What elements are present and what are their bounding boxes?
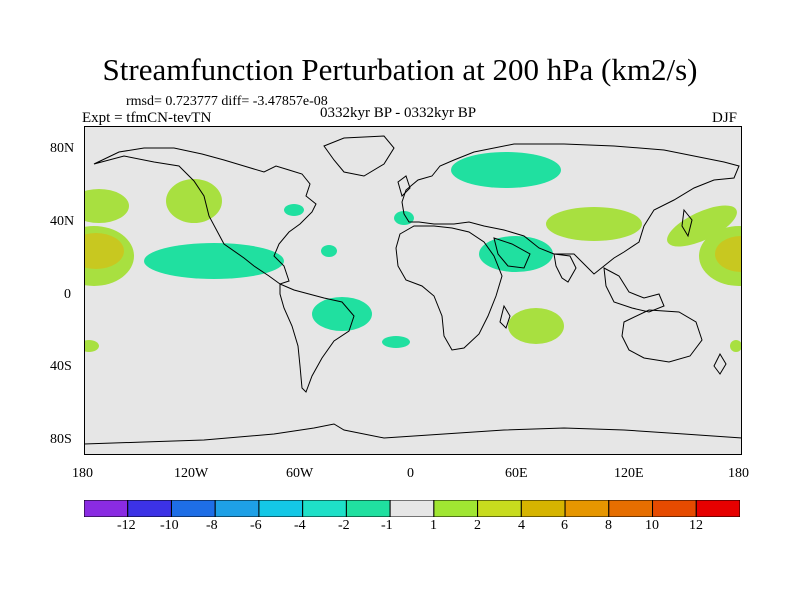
lon-label-120e: 120E <box>614 466 644 481</box>
colorbar-swatch-1 <box>127 500 172 517</box>
lon-label-180w: 180 <box>72 466 93 481</box>
region-central-america-teal <box>144 243 284 279</box>
region-s-pacific-east-green <box>730 340 742 352</box>
cbar-label-2: 2 <box>474 518 481 533</box>
lon-label-180e: 180 <box>728 466 749 481</box>
colorbar-swatch-12 <box>608 500 654 517</box>
cbar-label-m2: -2 <box>338 518 350 533</box>
region-s-pacific-west-green <box>84 340 99 352</box>
coastlines <box>84 135 742 445</box>
experiment-line: Expt = tfmCN-tevTN <box>82 110 212 126</box>
coast-australia <box>621 309 703 363</box>
colorbar-swatch-14 <box>695 500 740 517</box>
lon-label-60e: 60E <box>505 466 528 481</box>
colorbar-swatch-2 <box>170 500 216 517</box>
map-frame <box>84 126 742 455</box>
colorbar-swatch-5 <box>302 500 347 517</box>
colorbar-swatch-0 <box>84 500 129 517</box>
cbar-label-1: 1 <box>430 518 437 533</box>
cbar-label-4: 4 <box>518 518 525 533</box>
cbar-label-m4: -4 <box>294 518 306 533</box>
cbar-label-8: 8 <box>605 518 612 533</box>
coast-madagascar <box>499 304 511 329</box>
region-n-pacific-east-green <box>166 179 222 223</box>
lat-label-80n: 80N <box>50 141 75 156</box>
cbar-label-m12: -12 <box>117 518 136 533</box>
colorbar-swatch-9 <box>477 500 522 517</box>
colorbar-swatch-8 <box>433 500 479 517</box>
coast-india <box>553 253 577 283</box>
region-china-green <box>546 207 642 241</box>
colorbar <box>84 500 740 517</box>
season-label: DJF <box>712 110 738 126</box>
lon-label-60w: 60W <box>286 466 314 481</box>
region-atlantic-small-teal <box>321 245 337 257</box>
region-s-indian-green <box>508 308 564 344</box>
coast-africa <box>395 225 503 351</box>
region-n-pacific-west-green <box>84 189 129 223</box>
colorbar-swatch-3 <box>214 500 260 517</box>
cbar-label-m10: -10 <box>160 518 179 533</box>
lon-label-0: 0 <box>407 466 414 481</box>
lat-label-eq: 0 <box>64 287 71 302</box>
region-s-atlantic-teal <box>382 336 410 348</box>
coast-north-america <box>93 147 317 285</box>
lat-label-40s: 40S <box>50 359 72 374</box>
plot-title: Streamfunction Perturbation at 200 hPa (… <box>102 52 698 87</box>
cbar-label-12: 12 <box>689 518 703 533</box>
lat-label-40n: 40N <box>50 214 75 229</box>
coast-uk <box>397 175 411 197</box>
colorbar-swatch-7 <box>389 500 435 517</box>
period-line: 0332kyr BP - 0332kyr BP <box>320 105 477 121</box>
colorbar-swatch-6 <box>345 500 391 517</box>
region-s-america-teal <box>312 297 372 331</box>
region-siberia-teal <box>451 152 561 188</box>
coast-new-zealand <box>713 352 727 375</box>
cbar-label-m8: -8 <box>206 518 218 533</box>
region-mid-pacific-east-orange <box>715 236 742 272</box>
coast-eurasia <box>401 143 740 275</box>
stats-line: rmsd= 0.723777 diff= -3.47857e-08 <box>126 94 328 109</box>
cbar-label-m6: -6 <box>250 518 262 533</box>
region-canada-teal <box>284 204 304 216</box>
colorbar-swatch-10 <box>520 500 566 517</box>
colorbar-swatch-4 <box>258 500 304 517</box>
map-background <box>84 126 742 455</box>
coast-south-america <box>279 283 355 393</box>
coast-japan <box>681 208 693 238</box>
cbar-label-6: 6 <box>561 518 568 533</box>
colorbar-swatch-13 <box>652 500 697 517</box>
region-nw-pacific-green <box>667 205 737 247</box>
colorbar-swatch-11 <box>564 500 610 517</box>
lon-label-120w: 120W <box>174 466 209 481</box>
coast-se-asia <box>603 267 665 313</box>
cbar-label-10: 10 <box>645 518 659 533</box>
coast-antarctica <box>84 423 742 445</box>
coast-arabia <box>493 237 531 269</box>
region-mid-pacific-west-orange <box>84 233 124 269</box>
cbar-label-m1: -1 <box>381 518 393 533</box>
streamfunction-map <box>84 126 742 455</box>
lat-label-80s: 80S <box>50 432 72 447</box>
coast-greenland <box>323 135 395 177</box>
